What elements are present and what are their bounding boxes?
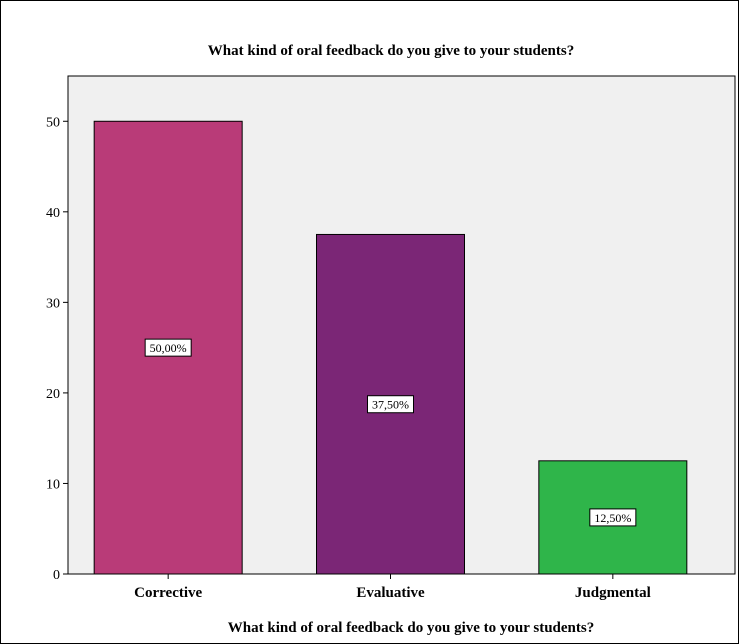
y-tick-label: 40 [46,206,60,221]
y-tick-label: 10 [46,477,60,492]
x-tick-label: Evaluative [356,585,425,601]
data-label: 12,50% [594,511,631,525]
x-axis: Corrective Evaluative Judgmental [134,574,651,601]
y-axis: 0 10 20 30 40 50 [46,115,68,583]
data-label: 50,00% [150,341,187,355]
chart-title: What kind of oral feedback do you give t… [208,43,574,59]
x-tick-label: Corrective [134,585,202,601]
y-tick-label: 0 [53,568,60,583]
data-label: 37,50% [372,398,409,412]
x-tick-label: Judgmental [575,585,651,601]
x-axis-label: What kind of oral feedback do you give t… [228,620,594,636]
y-tick-label: 50 [46,115,60,130]
y-tick-label: 30 [46,296,60,311]
y-tick-label: 20 [46,387,60,402]
